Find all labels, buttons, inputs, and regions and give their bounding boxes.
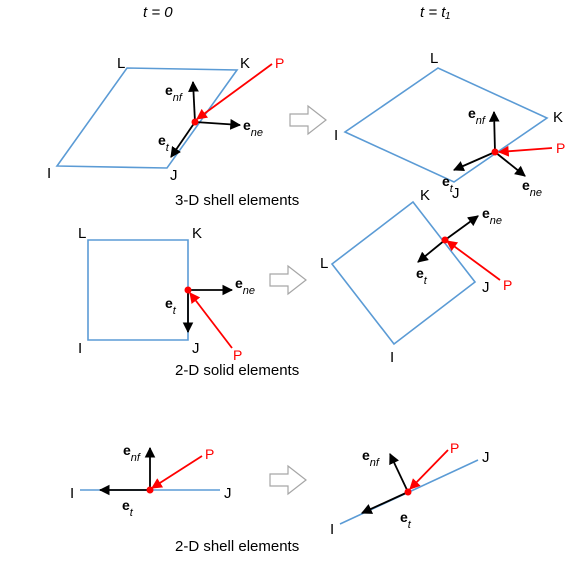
vector-label: enf xyxy=(123,442,141,464)
load-point-dot xyxy=(192,119,199,126)
transition-arrow xyxy=(290,106,326,134)
transition-arrow xyxy=(270,266,306,294)
node-label: J xyxy=(224,485,232,502)
vector-p-label: P xyxy=(275,55,284,71)
vector-p xyxy=(152,456,202,488)
vector-e_nf xyxy=(193,82,195,122)
vector-label: ene xyxy=(235,275,255,297)
vector-p-label: P xyxy=(450,440,459,456)
node-label: J xyxy=(170,167,178,184)
node-label: L xyxy=(320,255,328,272)
vector-label: et xyxy=(122,497,134,519)
vector-label: ene xyxy=(243,117,263,139)
node-label: L xyxy=(78,225,86,242)
element-shape xyxy=(345,68,547,182)
vector-e_t xyxy=(171,122,195,157)
vector-label: ene xyxy=(482,205,502,227)
vector-label: et xyxy=(416,265,428,287)
vector-e_ne xyxy=(445,216,478,240)
vector-label: et xyxy=(442,173,454,195)
load-point-dot xyxy=(405,489,412,496)
load-point-dot xyxy=(147,487,154,494)
node-label: I xyxy=(330,521,334,538)
vector-e_ne xyxy=(495,152,525,176)
vector-e_ne xyxy=(195,122,240,125)
node-label: J xyxy=(452,185,460,202)
node-label: L xyxy=(117,55,125,72)
node-label: J xyxy=(192,340,200,357)
vector-label: enf xyxy=(468,105,486,127)
vector-e_nf xyxy=(390,454,408,492)
vector-p-label: P xyxy=(205,446,214,462)
load-point-dot xyxy=(442,237,449,244)
element-shape xyxy=(57,68,237,168)
node-label: K xyxy=(553,109,563,126)
node-label: I xyxy=(390,349,394,366)
node-label: I xyxy=(47,165,51,182)
node-label: L xyxy=(430,50,438,67)
vector-p-label: P xyxy=(556,140,565,156)
vector-p xyxy=(499,148,552,152)
node-label: I xyxy=(334,127,338,144)
vector-label: et xyxy=(400,509,412,531)
node-label: K xyxy=(240,55,250,72)
vector-label: et xyxy=(165,295,177,317)
vector-label: enf xyxy=(165,82,183,104)
load-point-dot xyxy=(492,149,499,156)
element-shape xyxy=(332,202,475,344)
vector-p-label: P xyxy=(233,347,242,363)
vector-p-label: P xyxy=(503,277,512,293)
node-label: K xyxy=(420,187,430,204)
diagram-canvas: I J K Let ene enf P I J K Let ene enf P I J K Let ene P I J K L… xyxy=(0,0,567,578)
load-point-dot xyxy=(185,287,192,294)
node-label: J xyxy=(482,449,490,466)
vector-label: enf xyxy=(362,447,380,469)
node-label: K xyxy=(192,225,202,242)
vector-e_t xyxy=(418,240,445,262)
transition-arrow xyxy=(270,466,306,494)
node-label: J xyxy=(482,279,490,296)
node-label: I xyxy=(78,340,82,357)
element-shape xyxy=(88,240,188,340)
vector-label: ene xyxy=(522,177,542,199)
vector-label: et xyxy=(158,132,170,154)
vector-e_nf xyxy=(494,112,495,152)
vector-p xyxy=(447,241,500,280)
node-label: I xyxy=(70,485,74,502)
